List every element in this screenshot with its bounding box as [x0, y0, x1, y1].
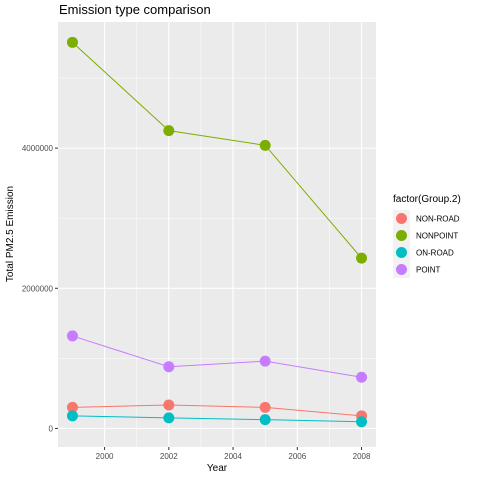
y-tick-label: 4000000: [22, 144, 54, 153]
x-tick-label: 2002: [160, 452, 178, 461]
data-point-on-road: [163, 412, 174, 423]
legend-title: factor(Group.2): [393, 194, 461, 205]
legend-key-non-road: [396, 213, 407, 224]
data-point-nonpoint: [260, 140, 271, 151]
y-tick-label: 0: [49, 424, 54, 433]
data-point-on-road: [260, 414, 271, 425]
legend-label-non-road: NON-ROAD: [416, 215, 460, 224]
legend-label-on-road: ON-ROAD: [416, 249, 454, 258]
data-point-point: [163, 361, 174, 372]
data-point-point: [260, 356, 271, 367]
data-point-point: [67, 330, 78, 341]
legend-label-point: POINT: [416, 266, 441, 275]
legend-key-on-road: [396, 247, 407, 258]
plot-background: [58, 22, 376, 447]
data-point-non-road: [163, 399, 174, 410]
chart-title: Emission type comparison: [59, 2, 211, 17]
y-axis: 0 2000000 4000000: [22, 144, 58, 433]
data-point-non-road: [260, 402, 271, 413]
x-axis-title: Year: [207, 463, 228, 474]
x-axis: 2000 2002 2004 2006 2008: [96, 447, 371, 461]
y-axis-title: Total PM2.5 Emission: [5, 186, 16, 282]
x-tick-label: 2008: [353, 452, 371, 461]
data-point-on-road: [67, 410, 78, 421]
data-point-nonpoint: [67, 37, 78, 48]
data-point-nonpoint: [356, 253, 367, 264]
y-tick-label: 2000000: [22, 284, 54, 293]
legend-label-nonpoint: NONPOINT: [416, 232, 458, 241]
x-tick-label: 2004: [224, 452, 242, 461]
legend-key-point: [396, 264, 407, 275]
data-point-on-road: [356, 416, 367, 427]
legend-key-nonpoint: [396, 230, 407, 241]
data-point-point: [356, 372, 367, 383]
legend: factor(Group.2) NON-ROAD NONPOINT ON-ROAD P…: [393, 194, 461, 278]
data-point-nonpoint: [163, 125, 174, 136]
x-tick-label: 2006: [288, 452, 306, 461]
x-tick-label: 2000: [96, 452, 114, 461]
